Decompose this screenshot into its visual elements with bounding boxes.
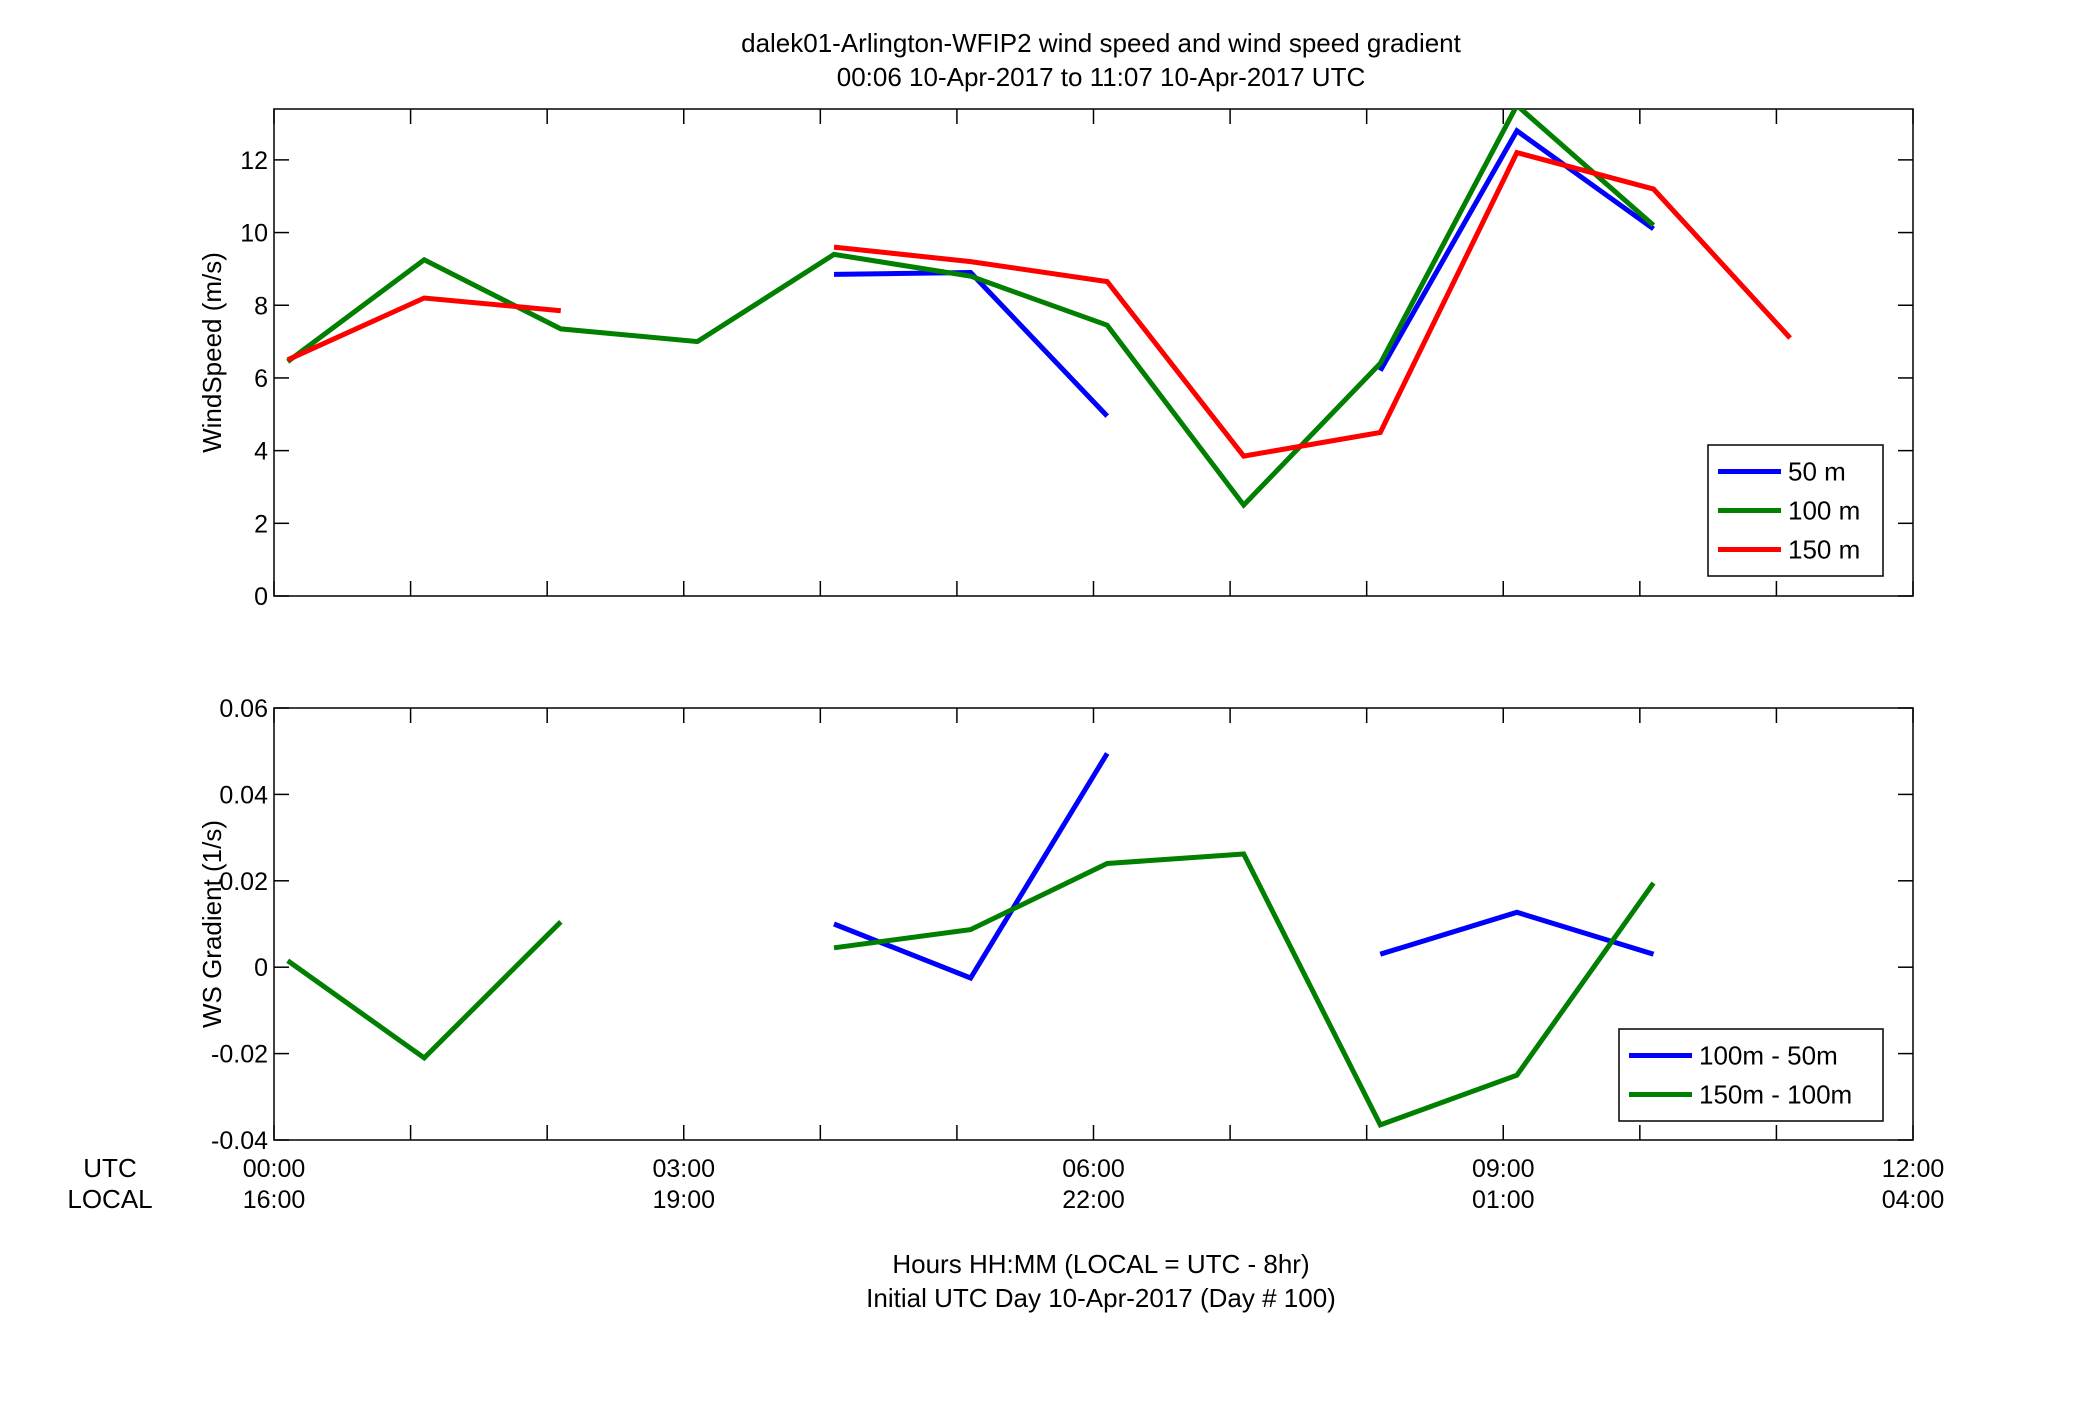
utc-row-label: UTC [83,1153,136,1183]
gradient-plot: -0.04 -0.02 0 0.02 0.04 0.06 WS Gradient (1/s)… [197,695,1914,1155]
local-row-label: LOCAL [67,1184,152,1214]
x-tick-label-local: 19:00 [652,1186,715,1214]
series-line-150m-100m [286,920,563,1062]
x-axis-label-line-1: Hours HH:MM (LOCAL = UTC - 8hr) [892,1249,1309,1279]
series-lines [286,109,1792,509]
y-tick-label: 0.06 [219,695,268,723]
y-tick-label: 6 [254,365,268,393]
y-tick-label: 0.04 [219,781,268,809]
legend: 100m - 50m 150m - 100m [1618,1028,1884,1122]
series-line-150m-100m [833,851,1656,1129]
y-tick-label: 0 [254,583,268,611]
series-line-100m-50m [1379,909,1655,957]
x-tick-label-local: 22:00 [1062,1186,1125,1214]
series-lines [286,752,1656,1129]
x-tick-label-utc: 00:00 [243,1155,306,1183]
legend-box [1618,1028,1884,1122]
y-tick-label: 10 [240,220,268,248]
y-tick-label: 2 [254,510,268,538]
x-tick-label-utc: 03:00 [652,1155,715,1183]
x-tick-label-local: 04:00 [1882,1186,1945,1214]
plot-frame [273,108,1914,597]
legend: 50 m 100 m 150 m [1707,444,1884,577]
y-tick-label: -0.02 [211,1041,268,1069]
legend-label: 100m - 50m [1699,1041,1838,1071]
title-line-2: 00:06 10-Apr-2017 to 11:07 10-Apr-2017 U… [837,62,1366,92]
y-axis-label: WindSpeed (m/s) [197,252,227,453]
x-tick-label-utc: 09:00 [1472,1155,1535,1183]
y-tick-label: 0 [254,954,268,982]
y-tick-label: 0.02 [219,868,268,896]
series-line-150m [833,149,1792,459]
y-tick-label: -0.04 [211,1127,268,1155]
x-tick-label-local: 01:00 [1472,1186,1535,1214]
legend-label: 150 m [1788,535,1860,565]
x-tick-label-utc: 06:00 [1062,1155,1125,1183]
series-line-50m [1378,127,1655,372]
y-tick-label: 4 [254,438,268,466]
y-axis-label: WS Gradient (1/s) [197,820,227,1028]
legend-label: 150m - 100m [1699,1080,1852,1110]
x-tick-label-utc: 12:00 [1882,1155,1945,1183]
x-axis-label-line-2: Initial UTC Day 10-Apr-2017 (Day # 100) [866,1283,1336,1313]
series-line-150m [286,295,562,363]
windspeed-plot: 0 2 4 6 8 10 12 WindSpeed (m/s) 50 m 100 m 150 m [197,108,1914,611]
legend-label: 50 m [1788,457,1846,487]
x-axis-labels: 00:00 16:00 03:00 19:00 06:00 22:00 09:00 01:00… [243,1155,1945,1214]
y-tick-label: 12 [240,147,268,175]
x-tick-label-local: 16:00 [243,1186,306,1214]
series-line-50m [833,269,1110,418]
title-line-1: dalek01-Arlington-WFIP2 wind speed and w… [741,28,1462,58]
legend-label: 100 m [1788,496,1860,526]
y-tick-label: 8 [254,292,268,320]
